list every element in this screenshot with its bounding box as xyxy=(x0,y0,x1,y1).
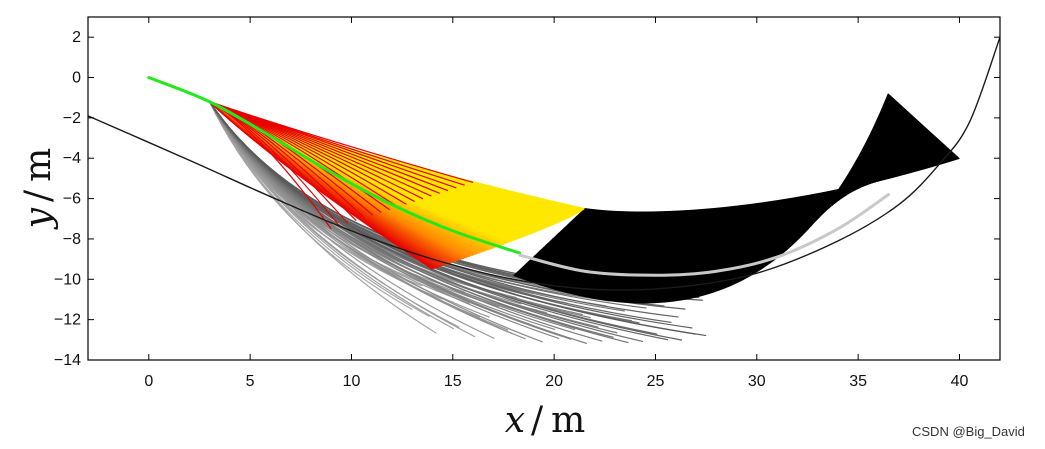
y-axis-sep: / xyxy=(18,189,59,202)
x-tick-label: 10 xyxy=(343,373,361,390)
y-tick-label: −2 xyxy=(63,110,81,127)
high-cost-path xyxy=(209,101,474,184)
x-tick-label: 25 xyxy=(647,373,665,390)
y-tick-label: −4 xyxy=(63,150,81,167)
x-axis-var: x xyxy=(505,400,525,441)
x-tick-label: 0 xyxy=(144,373,153,390)
x-tick-label: 40 xyxy=(951,373,969,390)
y-tick-label: 0 xyxy=(72,70,81,87)
y-tick-label: 2 xyxy=(72,29,81,46)
y-tick-label: −8 xyxy=(63,231,81,248)
trajectory-bundles xyxy=(209,93,960,345)
x-tick-label: 30 xyxy=(748,373,766,390)
collision-path xyxy=(209,101,707,337)
x-axis-sep: / xyxy=(531,400,544,441)
extension-path-line xyxy=(518,193,891,277)
y-axis-label: y / m xyxy=(18,148,59,231)
extension-path xyxy=(584,157,960,213)
x-axis-unit: m xyxy=(551,400,585,441)
y-tick-label: −12 xyxy=(54,312,81,329)
x-axis-label: x / m xyxy=(505,400,586,441)
y-axis-var: y xyxy=(18,207,59,230)
plot-frame xyxy=(87,16,1001,361)
x-tick-label: 35 xyxy=(849,373,867,390)
reference-path-line xyxy=(88,36,1000,291)
series-lines xyxy=(88,36,1000,291)
y-tick-label: −10 xyxy=(54,271,81,288)
x-tick-label: 5 xyxy=(246,373,255,390)
y-tick-label: −6 xyxy=(63,191,81,208)
candidate-path xyxy=(209,101,433,270)
x-tick-label: 15 xyxy=(444,373,462,390)
x-tick-label: 20 xyxy=(545,373,563,390)
watermark: CSDN @Big_David xyxy=(912,424,1025,439)
y-tick-label: −14 xyxy=(54,352,81,369)
selected-path-line xyxy=(147,76,522,255)
y-axis-unit: m xyxy=(18,148,59,182)
